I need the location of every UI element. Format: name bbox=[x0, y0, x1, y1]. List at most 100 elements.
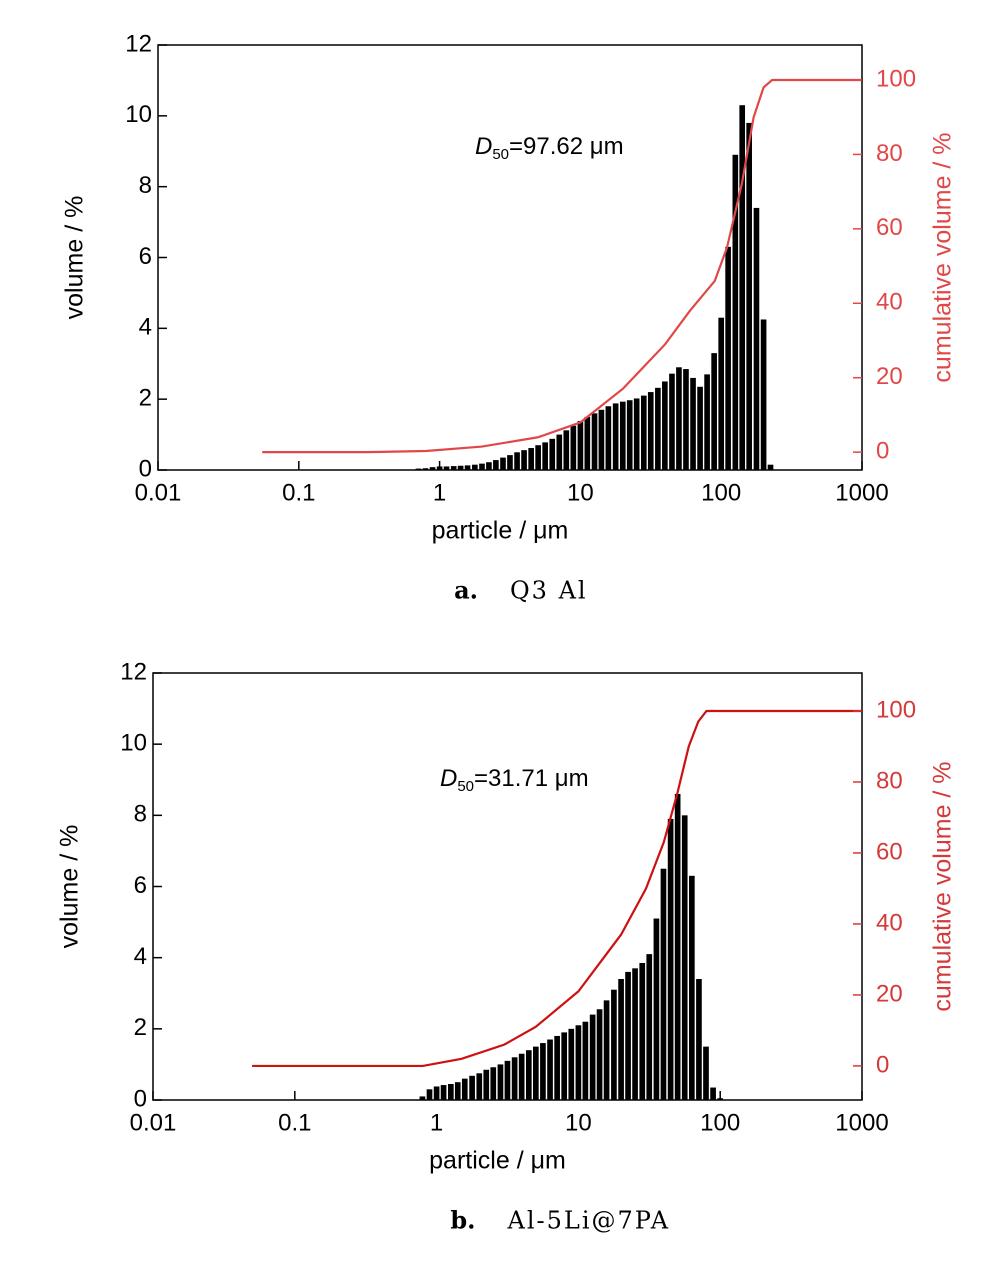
y2-tick-label: 0 bbox=[876, 437, 889, 464]
bar bbox=[447, 1083, 454, 1100]
x-tick-label: 100 bbox=[701, 479, 741, 506]
y-tick-label: 8 bbox=[139, 172, 152, 199]
bar bbox=[674, 793, 681, 1100]
x-axis-label: particle / μm bbox=[432, 517, 569, 545]
y2-tick-label: 20 bbox=[876, 980, 903, 1007]
bar bbox=[703, 1046, 709, 1100]
bar bbox=[697, 386, 703, 470]
x-tick-label: 0.01 bbox=[130, 1109, 177, 1136]
annotation-subscript: 50 bbox=[457, 778, 474, 795]
y-tick-label: 4 bbox=[134, 943, 147, 970]
bar bbox=[450, 466, 457, 470]
bar bbox=[618, 979, 624, 1100]
bar bbox=[476, 1073, 483, 1100]
bar bbox=[542, 442, 548, 470]
x-tick-label: 1000 bbox=[835, 1109, 888, 1136]
y-tick-label: 10 bbox=[120, 730, 147, 757]
bar bbox=[472, 464, 478, 470]
bar bbox=[577, 421, 584, 470]
bar bbox=[563, 430, 570, 470]
bar bbox=[646, 954, 653, 1100]
caption: Al-5Li@7PA bbox=[507, 1207, 671, 1235]
bar bbox=[605, 406, 612, 470]
bar bbox=[507, 455, 513, 470]
bar bbox=[718, 317, 725, 470]
annotation: D50=31.71 μm bbox=[440, 765, 589, 795]
y-tick-label: 10 bbox=[125, 101, 152, 128]
bar bbox=[525, 1050, 532, 1100]
plot-frame bbox=[152, 672, 863, 1101]
bar bbox=[598, 409, 605, 470]
y-tick-label: 6 bbox=[134, 872, 147, 899]
bar bbox=[461, 1078, 468, 1100]
x-tick-label: 100 bbox=[700, 1109, 740, 1136]
bar bbox=[561, 1032, 568, 1100]
bar bbox=[662, 381, 668, 470]
bar bbox=[603, 1000, 610, 1100]
bar bbox=[669, 373, 675, 470]
bar bbox=[711, 353, 717, 470]
x-tick-label: 1000 bbox=[835, 479, 888, 506]
annotation-symbol: D bbox=[440, 765, 457, 792]
bar bbox=[611, 989, 617, 1100]
bar bbox=[639, 963, 646, 1100]
y2-tick-label: 60 bbox=[876, 838, 903, 865]
y-tick-label: 6 bbox=[139, 243, 152, 270]
bar bbox=[625, 971, 631, 1100]
y2-axis-label: cumulative volume / % bbox=[929, 761, 957, 1011]
bar bbox=[619, 401, 626, 470]
x-tick-label: 1 bbox=[433, 479, 446, 506]
bar bbox=[584, 416, 591, 470]
bar bbox=[667, 818, 674, 1100]
x-tick-label: 10 bbox=[565, 1109, 592, 1136]
y-tick-label: 0 bbox=[134, 1085, 147, 1112]
y2-axis-label: cumulative volume / % bbox=[929, 132, 957, 382]
bar bbox=[746, 122, 752, 471]
bar bbox=[689, 875, 695, 1100]
bar bbox=[582, 1021, 589, 1100]
bar bbox=[570, 425, 577, 470]
bar bbox=[422, 468, 429, 470]
bar bbox=[725, 246, 731, 470]
bar bbox=[490, 1067, 497, 1100]
y-tick-label: 0 bbox=[139, 455, 152, 482]
y2-tick-label: 20 bbox=[876, 363, 903, 390]
y-axis-label: volume / % bbox=[61, 196, 89, 320]
bar bbox=[429, 467, 436, 470]
bar bbox=[632, 968, 638, 1100]
caption: Q3 Al bbox=[510, 577, 588, 605]
bar bbox=[575, 1025, 582, 1100]
bar bbox=[535, 445, 541, 470]
annotation-text: =31.71 μm bbox=[474, 765, 589, 792]
bar bbox=[457, 465, 464, 470]
bar bbox=[653, 918, 660, 1100]
bar bbox=[681, 815, 688, 1100]
bar bbox=[483, 1069, 490, 1100]
bar bbox=[500, 457, 506, 470]
bar bbox=[633, 398, 640, 470]
bar bbox=[640, 395, 647, 470]
bar bbox=[454, 1082, 461, 1100]
bar bbox=[612, 403, 619, 470]
y2-tick-label: 100 bbox=[876, 696, 916, 723]
bar bbox=[626, 400, 633, 470]
bar bbox=[647, 392, 654, 470]
bar bbox=[426, 1089, 433, 1100]
bar bbox=[528, 448, 534, 470]
y-tick-label: 2 bbox=[134, 1014, 147, 1041]
bar bbox=[549, 438, 556, 470]
x-tick-label: 1 bbox=[430, 1109, 443, 1136]
annotation-symbol: D bbox=[475, 133, 492, 160]
x-tick-label: 0.1 bbox=[282, 479, 315, 506]
y-tick-label: 12 bbox=[125, 30, 152, 57]
bar bbox=[739, 105, 746, 470]
bar bbox=[540, 1043, 546, 1100]
bar bbox=[683, 369, 689, 470]
bar bbox=[547, 1039, 553, 1100]
x-tick-label: 10 bbox=[567, 479, 594, 506]
bar bbox=[760, 319, 767, 470]
bar bbox=[511, 1057, 518, 1100]
annotation-subscript: 50 bbox=[492, 146, 509, 163]
x-tick-label: 0.01 bbox=[135, 479, 182, 506]
